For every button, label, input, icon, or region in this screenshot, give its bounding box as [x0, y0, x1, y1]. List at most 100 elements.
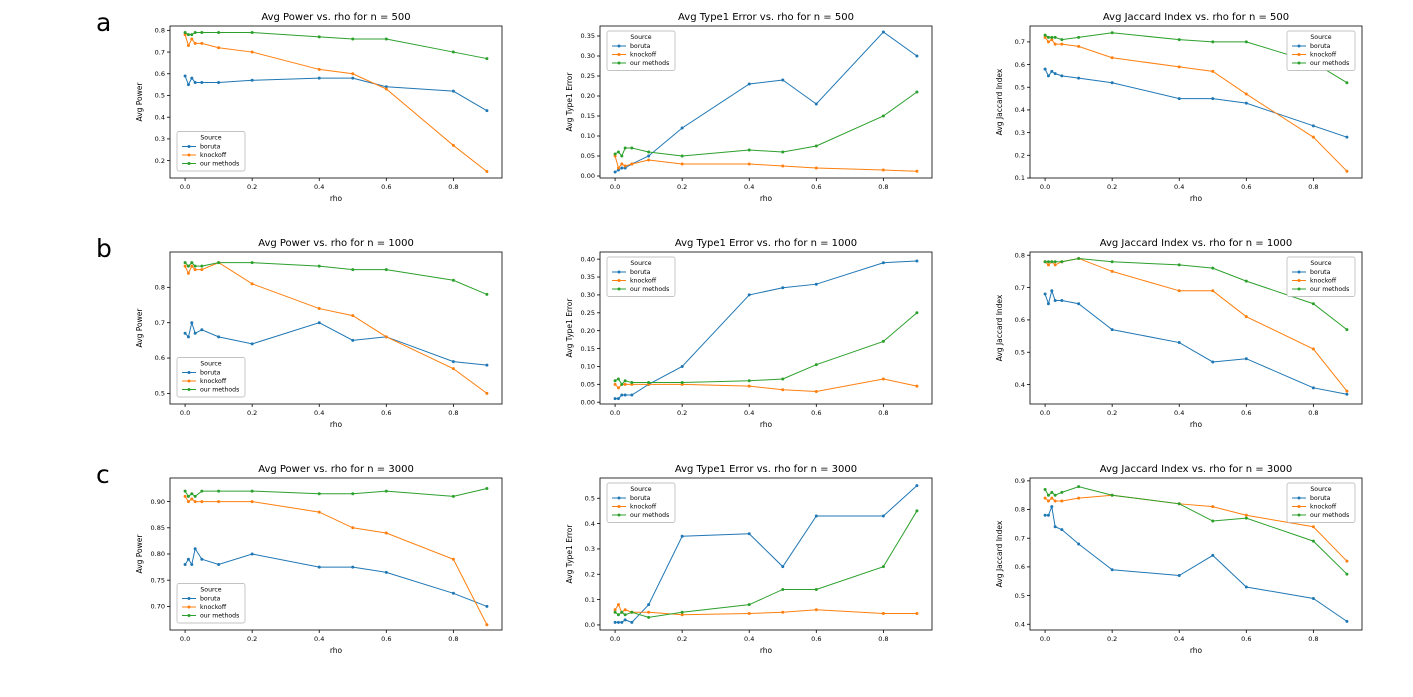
svg-text:0.4: 0.4 [1174, 409, 1184, 417]
svg-text:our methods: our methods [200, 161, 239, 168]
svg-text:our methods: our methods [630, 286, 669, 293]
svg-text:0.4: 0.4 [744, 183, 754, 191]
svg-text:0.30: 0.30 [581, 52, 595, 60]
svg-text:Source: Source [630, 486, 651, 493]
svg-text:knockoff: knockoff [630, 52, 657, 59]
svg-text:0.6: 0.6 [381, 635, 391, 643]
svg-text:0.05: 0.05 [581, 152, 595, 160]
svg-text:0.6: 0.6 [381, 409, 391, 417]
chart-canvas-type1-error-n1000: 0.0 0.2 0.4 0.6 0.8 0.00 0.05 0.10 0.15 0.20 0.25 0… [565, 238, 933, 429]
svg-text:0.00: 0.00 [581, 172, 595, 180]
svg-text:0.8: 0.8 [878, 183, 888, 191]
svg-text:rho: rho [1190, 194, 1203, 203]
svg-text:boruta: boruta [200, 370, 221, 377]
svg-text:0.0: 0.0 [1040, 183, 1050, 191]
svg-text:rho: rho [1190, 646, 1203, 655]
svg-text:0.2: 0.2 [585, 570, 595, 578]
svg-text:knockoff: knockoff [200, 152, 227, 159]
svg-text:0.2: 0.2 [1107, 409, 1117, 417]
svg-text:0.7: 0.7 [1015, 284, 1025, 292]
svg-text:0.6: 0.6 [811, 409, 821, 417]
svg-text:0.7: 0.7 [1015, 38, 1025, 46]
svg-text:Avg Type1 Error vs. rho for n: Avg Type1 Error vs. rho for n = 1000 [675, 238, 857, 249]
svg-text:0.2: 0.2 [247, 183, 257, 191]
svg-text:0.2: 0.2 [1107, 635, 1117, 643]
svg-text:0.0: 0.0 [585, 621, 595, 629]
svg-text:rho: rho [760, 646, 773, 655]
svg-text:0.4: 0.4 [314, 635, 324, 643]
svg-text:0.0: 0.0 [180, 409, 190, 417]
svg-text:0.6: 0.6 [1241, 635, 1251, 643]
svg-text:Avg Jaccard Index: Avg Jaccard Index [995, 520, 1004, 587]
svg-text:0.6: 0.6 [1241, 183, 1251, 191]
svg-text:our methods: our methods [200, 387, 239, 394]
svg-text:0.5: 0.5 [1015, 348, 1025, 356]
svg-text:0.3: 0.3 [1015, 129, 1025, 137]
svg-text:boruta: boruta [630, 269, 651, 276]
svg-text:Avg Jaccard Index vs. rho for: Avg Jaccard Index vs. rho for n = 500 [1103, 12, 1289, 23]
svg-text:0.25: 0.25 [581, 309, 595, 317]
svg-text:0.0: 0.0 [180, 183, 190, 191]
chart-canvas-jaccard-index-n3000: 0.0 0.2 0.4 0.6 0.8 0.4 0.5 0.6 0.7 0.8 0.9 Avg Jac… [995, 464, 1363, 655]
chart-type1-error-n1000: 0.0 0.2 0.4 0.6 0.8 0.00 0.05 0.10 0.15 0.20 0.25 0… [560, 234, 940, 434]
svg-text:0.10: 0.10 [581, 363, 595, 371]
svg-text:Avg Jaccard Index vs. rho for: Avg Jaccard Index vs. rho for n = 1000 [1100, 238, 1293, 249]
svg-text:0.00: 0.00 [581, 398, 595, 406]
svg-text:boruta: boruta [630, 495, 651, 502]
svg-text:0.40: 0.40 [581, 255, 595, 263]
svg-text:0.4: 0.4 [1015, 620, 1025, 628]
svg-text:Avg Power: Avg Power [135, 308, 144, 348]
svg-text:0.5: 0.5 [1015, 83, 1025, 91]
svg-text:0.15: 0.15 [581, 112, 595, 120]
svg-text:0.5: 0.5 [155, 92, 165, 100]
svg-text:0.15: 0.15 [581, 345, 595, 353]
svg-text:0.6: 0.6 [155, 70, 165, 78]
svg-text:boruta: boruta [1310, 43, 1331, 50]
svg-text:0.4: 0.4 [314, 409, 324, 417]
svg-text:rho: rho [330, 420, 343, 429]
svg-text:0.2: 0.2 [247, 635, 257, 643]
svg-text:0.2: 0.2 [1015, 152, 1025, 160]
svg-text:0.8: 0.8 [1308, 409, 1318, 417]
svg-text:0.0: 0.0 [1040, 409, 1050, 417]
svg-text:0.4: 0.4 [155, 113, 165, 121]
svg-text:0.9: 0.9 [1015, 477, 1025, 485]
svg-text:0.2: 0.2 [677, 635, 687, 643]
svg-text:0.6: 0.6 [1015, 61, 1025, 69]
svg-text:knockoff: knockoff [1310, 52, 1337, 59]
svg-text:boruta: boruta [1310, 269, 1331, 276]
svg-text:0.2: 0.2 [155, 157, 165, 165]
svg-text:0.35: 0.35 [581, 32, 595, 40]
row-label-a: a [96, 8, 112, 37]
chart-canvas-avg-power-n500: 0.0 0.2 0.4 0.6 0.8 0.2 0.3 0.4 0.5 0.6 0.7 0.8 Avg … [135, 12, 503, 203]
svg-text:our methods: our methods [630, 512, 669, 519]
chart-jaccard-index-n3000: 0.0 0.2 0.4 0.6 0.8 0.4 0.5 0.6 0.7 0.8 0.9 Avg Jac… [990, 460, 1370, 660]
svg-text:Avg Jaccard Index: Avg Jaccard Index [995, 294, 1004, 361]
svg-text:Avg Type1 Error: Avg Type1 Error [565, 72, 574, 132]
svg-text:Avg Type1 Error: Avg Type1 Error [565, 298, 574, 358]
svg-text:0.2: 0.2 [247, 409, 257, 417]
chart-canvas-type1-error-n500: 0.0 0.2 0.4 0.6 0.8 0.00 0.05 0.10 0.15 0.20 0.25 0… [565, 12, 933, 203]
svg-text:0.8: 0.8 [1015, 251, 1025, 259]
svg-text:0.20: 0.20 [581, 92, 595, 100]
svg-text:Avg Type1 Error vs. rho for n: Avg Type1 Error vs. rho for n = 3000 [675, 464, 857, 475]
svg-text:0.20: 0.20 [581, 327, 595, 335]
svg-text:0.0: 0.0 [610, 409, 620, 417]
svg-text:knockoff: knockoff [1310, 278, 1337, 285]
svg-text:our methods: our methods [200, 613, 239, 620]
svg-text:Avg Power vs. rho for n = 3000: Avg Power vs. rho for n = 3000 [258, 464, 414, 475]
svg-text:knockoff: knockoff [200, 378, 227, 385]
svg-text:0.2: 0.2 [677, 409, 687, 417]
svg-text:boruta: boruta [630, 43, 651, 50]
svg-text:0.6: 0.6 [811, 635, 821, 643]
svg-text:0.4: 0.4 [744, 635, 754, 643]
chart-canvas-avg-power-n3000: 0.0 0.2 0.4 0.6 0.8 0.70 0.75 0.80 0.85 0.90 Avg P… [135, 464, 503, 655]
svg-text:0.0: 0.0 [610, 635, 620, 643]
svg-text:knockoff: knockoff [200, 604, 227, 611]
svg-text:0.0: 0.0 [610, 183, 620, 191]
svg-text:rho: rho [760, 194, 773, 203]
svg-text:rho: rho [330, 646, 343, 655]
svg-text:0.05: 0.05 [581, 381, 595, 389]
svg-text:0.4: 0.4 [1174, 635, 1184, 643]
